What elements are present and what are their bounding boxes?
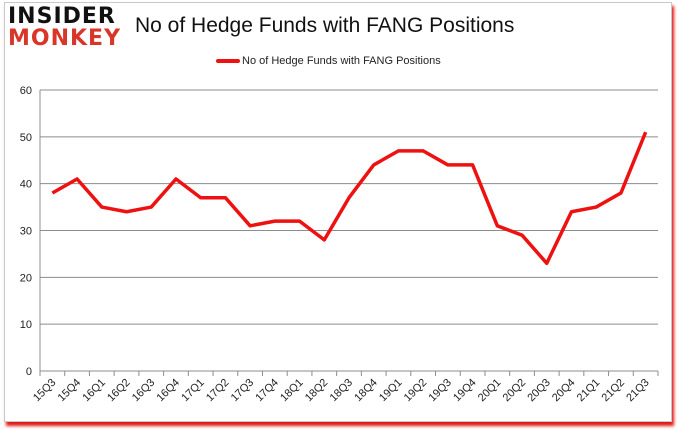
chart-frame xyxy=(4,2,672,422)
x-tick-label: 19Q2 xyxy=(402,377,430,405)
legend-line-swatch-icon xyxy=(216,59,240,63)
insider-monkey-logo: INSIDER MONKEY xyxy=(8,6,121,50)
chart-legend: No of Hedge Funds with FANG Positions xyxy=(216,55,441,67)
y-tick-label: 40 xyxy=(20,179,32,191)
x-tick-label: 19Q1 xyxy=(377,377,405,405)
x-tick-label: 18Q4 xyxy=(352,377,380,405)
x-tick-label: 16Q4 xyxy=(155,377,183,405)
series-line xyxy=(51,131,648,266)
logo-line-1: INSIDER xyxy=(8,4,116,29)
y-tick-label: 20 xyxy=(20,272,32,284)
y-tick-label: 30 xyxy=(20,226,32,238)
x-tick-label: 16Q3 xyxy=(130,377,158,405)
x-tick-label: 21Q3 xyxy=(624,377,652,405)
x-tick-label: 20Q4 xyxy=(550,377,578,405)
y-tick-label: 50 xyxy=(20,132,32,144)
x-tick-label: 17Q1 xyxy=(179,377,207,405)
x-tick-label: 21Q2 xyxy=(600,377,628,405)
x-tick-label: 17Q3 xyxy=(229,377,257,405)
x-tick-label: 19Q4 xyxy=(451,377,479,405)
x-tick-label: 17Q2 xyxy=(204,377,232,405)
logo-line-2: MONKEY xyxy=(8,26,122,51)
x-tick-label: 18Q1 xyxy=(278,377,306,405)
x-tick-label: 20Q1 xyxy=(476,377,504,405)
x-tick-label: 15Q3 xyxy=(31,377,59,405)
x-tick-label: 16Q1 xyxy=(80,377,108,405)
x-tick-label: 21Q1 xyxy=(575,377,603,405)
y-tick-label: 10 xyxy=(20,319,32,331)
x-tick-label: 18Q3 xyxy=(328,377,356,405)
x-tick-label: 20Q2 xyxy=(501,377,529,405)
chart-title: No of Hedge Funds with FANG Positions xyxy=(135,14,515,37)
legend-label: No of Hedge Funds with FANG Positions xyxy=(242,55,441,67)
x-tick-label: 17Q4 xyxy=(253,377,281,405)
y-tick-label: 60 xyxy=(20,85,32,97)
x-tick-label: 16Q2 xyxy=(105,377,133,405)
x-tick-label: 15Q4 xyxy=(56,377,84,405)
y-tick-label: 0 xyxy=(26,366,32,378)
x-tick-label: 20Q3 xyxy=(525,377,553,405)
x-tick-label: 19Q3 xyxy=(426,377,454,405)
x-tick-label: 18Q2 xyxy=(303,377,331,405)
